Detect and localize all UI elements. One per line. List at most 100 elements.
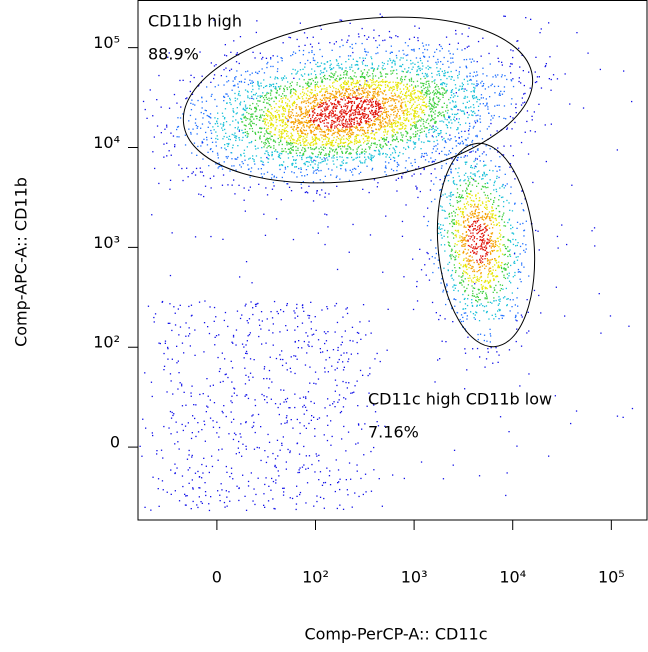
density-dot <box>400 57 402 59</box>
density-dot <box>364 57 366 59</box>
density-dot <box>304 144 306 147</box>
density-dot <box>472 229 474 231</box>
density-dot <box>341 99 344 101</box>
density-dot <box>485 228 487 230</box>
density-dot <box>302 181 304 183</box>
density-dot <box>227 80 230 82</box>
density-dot <box>335 107 338 110</box>
density-dot <box>451 89 454 91</box>
density-dot <box>440 79 442 81</box>
density-dot <box>294 101 296 104</box>
density-dot <box>420 78 422 80</box>
density-dot <box>544 124 546 126</box>
density-dot <box>448 261 451 264</box>
density-dot <box>441 278 443 280</box>
density-dot <box>216 120 218 122</box>
density-dot <box>413 86 415 88</box>
density-dot <box>423 104 425 107</box>
density-dot <box>385 99 387 101</box>
density-dot <box>455 87 457 89</box>
density-dot <box>304 164 306 166</box>
density-dot <box>402 140 404 142</box>
density-dot <box>307 120 310 122</box>
density-dot <box>379 84 382 86</box>
density-dot <box>494 180 496 182</box>
density-dot <box>347 134 349 136</box>
density-dot <box>425 83 427 85</box>
density-dot <box>440 224 442 226</box>
density-dot <box>234 97 236 99</box>
density-dot <box>290 142 292 144</box>
density-dot <box>237 94 240 96</box>
density-dot <box>217 84 220 86</box>
density-dot <box>346 74 348 76</box>
density-dot <box>286 103 289 105</box>
density-dot <box>476 83 478 85</box>
density-dot <box>244 89 247 91</box>
density-dot <box>351 82 354 84</box>
density-dot <box>307 84 309 86</box>
density-dot <box>431 152 433 154</box>
density-dot <box>468 259 470 261</box>
density-dot <box>245 125 247 127</box>
density-dot <box>310 83 312 85</box>
density-dot <box>524 251 526 253</box>
density-dot <box>345 81 347 84</box>
density-dot <box>472 290 474 292</box>
density-dot <box>347 88 349 90</box>
density-dot <box>397 163 399 165</box>
density-dot <box>430 114 433 116</box>
density-dot <box>379 128 382 130</box>
density-dot <box>480 97 482 99</box>
density-dot <box>391 66 393 68</box>
density-dot <box>287 148 290 150</box>
density-dot <box>475 85 477 87</box>
density-dot <box>210 129 212 132</box>
density-dot <box>475 281 477 283</box>
density-dot <box>449 97 452 99</box>
density-dot <box>455 33 457 35</box>
density-dot <box>287 153 289 155</box>
density-dot <box>371 64 373 66</box>
density-dot <box>389 36 391 38</box>
density-dot <box>391 136 393 138</box>
density-dot <box>225 149 227 151</box>
density-dot <box>386 80 388 83</box>
density-dot <box>265 94 267 96</box>
density-dot <box>431 104 433 106</box>
density-dot <box>222 129 224 131</box>
density-dot <box>405 131 408 133</box>
density-dot <box>425 274 427 276</box>
density-dot <box>287 166 289 168</box>
density-dot <box>448 195 450 197</box>
density-dot <box>459 318 461 321</box>
density-dot <box>335 148 337 151</box>
density-dot <box>281 131 283 133</box>
density-dot <box>361 73 363 75</box>
density-dot <box>487 301 489 303</box>
density-dot <box>311 138 314 140</box>
density-dot <box>312 200 315 202</box>
density-dot <box>410 124 412 126</box>
density-dot <box>474 112 476 114</box>
density-dot <box>260 117 262 119</box>
density-dot <box>235 119 237 121</box>
density-dot <box>474 246 477 248</box>
density-dot <box>410 128 412 131</box>
density-dot <box>365 91 368 93</box>
density-dot <box>410 127 412 129</box>
density-dot <box>313 105 315 108</box>
density-dot <box>450 78 452 80</box>
density-dot <box>358 141 360 143</box>
density-dot <box>256 103 258 105</box>
density-dot <box>526 110 529 112</box>
density-dot <box>280 105 282 107</box>
density-dot <box>382 146 384 148</box>
density-dot <box>347 105 349 107</box>
density-dot <box>488 112 490 114</box>
density-dot <box>506 273 508 275</box>
density-dot <box>378 139 380 142</box>
density-dot <box>422 84 424 87</box>
density-dot <box>430 157 432 159</box>
density-dot <box>373 97 375 99</box>
